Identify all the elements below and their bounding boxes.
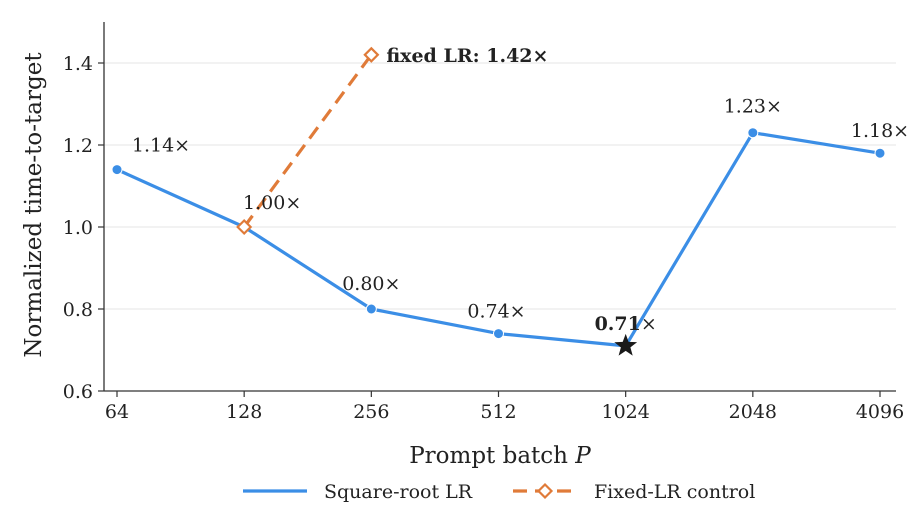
legend-label-square-root-lr: Square-root LR [324,481,473,503]
x-tick-label: 256 [353,401,389,423]
data-label: 0.71× [595,313,657,335]
y-tick-label: 0.8 [63,299,93,321]
series-line-fixed-lr-control [242,53,373,228]
x-tick-label: 128 [226,401,262,423]
axes [103,22,896,392]
grid-lines [104,62,896,310]
data-point-fixed-lr-control [236,218,253,236]
data-point-square-root-lr [111,164,123,176]
data-label: 1.18× [851,120,909,142]
x-tick-label: 1024 [601,401,649,423]
x-axis-title: Prompt batch P [409,443,591,469]
data-label: 0.74× [467,301,525,323]
series-layer [111,46,886,356]
data-point-fixed-lr-control [363,46,380,63]
y-tick-label: 1.0 [63,217,93,239]
x-tick-label: 64 [105,401,129,423]
y-tick-label: 0.6 [63,381,93,403]
y-axis-title: Normalized time-to-target [21,52,47,358]
x-ticks: 64 128 256 512 1024 2048 4096 [105,391,904,423]
y-ticks: 0.6 0.8 1.0 1.2 1.4 [63,53,104,403]
best-point-star-marker [614,333,638,356]
data-point-square-root-lr [365,303,377,315]
data-label: 1.00× [243,192,301,214]
y-tick-label: 1.4 [63,53,93,75]
x-tick-label: 512 [480,401,516,423]
data-point-square-root-lr [874,147,886,159]
x-tick-label: 2048 [729,401,777,423]
x-tick-label: 4096 [856,401,904,423]
data-point-square-root-lr [747,127,759,139]
y-tick-label: 1.2 [63,135,93,157]
legend-marker-fixed-lr-control [536,482,554,500]
data-label: 1.14× [132,135,190,157]
fixed-lr-annotation: fixed LR: 1.42× [386,45,548,67]
legend-label-fixed-lr-control: Fixed-LR control [594,481,755,503]
legend: Square-root LR Fixed-LR control [243,481,755,503]
data-point-square-root-lr [493,328,504,340]
data-label: 1.23× [724,96,782,118]
data-labels: 1.14× 1.00× 0.80× 0.74× 0.71× 1.23× 1.18× fixed… [132,45,909,335]
data-label: 0.80× [342,273,400,295]
